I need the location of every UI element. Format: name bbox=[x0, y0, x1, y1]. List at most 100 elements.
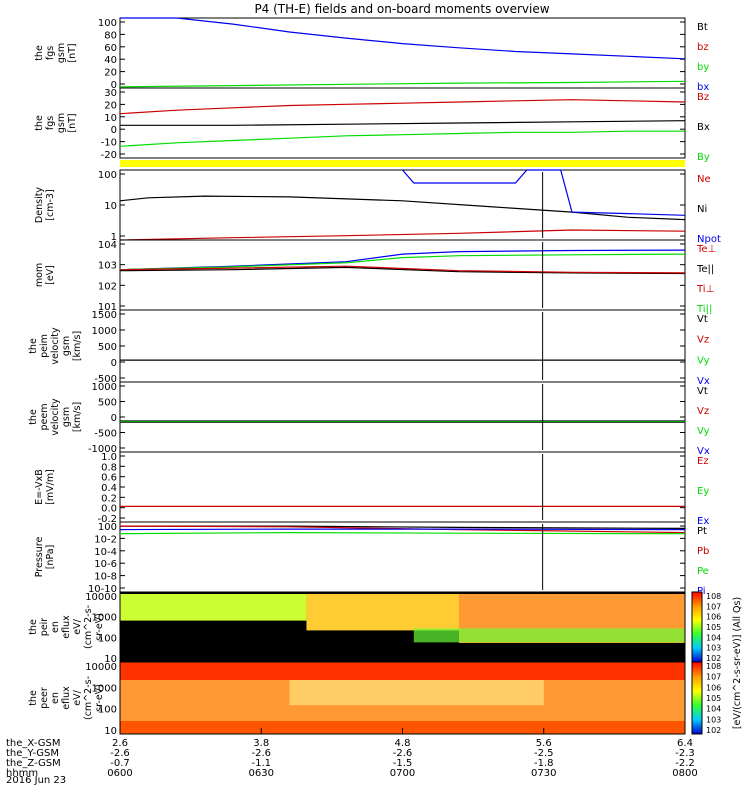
ylabel-line: [nT] bbox=[67, 43, 78, 62]
series-Pi bbox=[119, 528, 686, 531]
tick-label: 0.2 bbox=[101, 493, 117, 504]
ylabel-line: E=-VxB bbox=[34, 469, 45, 504]
ylabel-line: peer bbox=[39, 687, 50, 709]
tick-label: 10 bbox=[104, 654, 117, 665]
legend-entry: By bbox=[697, 152, 710, 163]
axis-row-value: -2.5 bbox=[534, 748, 554, 759]
legend-entry: Ti⊥ bbox=[696, 284, 714, 295]
tick-label: 10-6 bbox=[94, 559, 117, 570]
tick-label: 101 bbox=[98, 302, 117, 313]
tick-label: 100 bbox=[98, 18, 117, 29]
colorbar-tick: 105 bbox=[706, 694, 721, 703]
legend-entry: Bz bbox=[697, 92, 709, 103]
tick-label: -500 bbox=[94, 374, 117, 385]
tick-label: 0 bbox=[111, 80, 117, 91]
legend-entry: Te⊥ bbox=[696, 244, 716, 255]
legend-entry: Ne bbox=[697, 174, 711, 185]
series-Ti⊥ bbox=[119, 253, 686, 271]
legend-entry: Ni bbox=[697, 204, 707, 215]
plot-title: P4 (TH-E) fields and on-board moments ov… bbox=[254, 2, 549, 16]
panel-9: the peir en eflux eV/(cm^2-s-sr-eV) 10000 1000… bbox=[28, 591, 686, 665]
legend-entry: Pb bbox=[697, 546, 709, 557]
tick-label: 10000 bbox=[85, 662, 117, 673]
series-Te⊥ bbox=[119, 265, 686, 274]
ylabel-line: gsm bbox=[61, 336, 72, 356]
axis-row-value: 2.6 bbox=[112, 738, 128, 749]
tick-label: 10-4 bbox=[94, 547, 117, 558]
tick-label: 0 bbox=[111, 125, 117, 136]
tick-label: 100 bbox=[98, 522, 117, 533]
legend-entry: Npot bbox=[697, 234, 721, 245]
panel-10: the peer en eflux eV/(cm^2-s-sr-eV) 10000 1000… bbox=[28, 661, 686, 737]
axis-row-value: 0730 bbox=[531, 768, 556, 779]
tick-label: 40 bbox=[104, 55, 117, 66]
ylabel-line: sr-eV) bbox=[94, 684, 105, 712]
panel-5: the peim velocity gsm [km/s] 1500 1000 500 0 -500… bbox=[28, 309, 710, 387]
ylabel-line: sr-eV) bbox=[94, 613, 105, 641]
series-Ni bbox=[119, 195, 686, 221]
axis-row-value: -2.6 bbox=[110, 748, 130, 759]
panel-frame bbox=[119, 381, 686, 453]
tick-label: 1000 bbox=[92, 683, 117, 694]
tick-label: 102 bbox=[98, 281, 117, 292]
colorbar-tick: 106 bbox=[706, 613, 721, 622]
axis-row-value: 5.6 bbox=[536, 738, 552, 749]
colorbar-strip bbox=[691, 661, 703, 735]
series-Ne bbox=[119, 229, 686, 241]
colorbar-tick: 103 bbox=[706, 715, 721, 724]
axis-row-value: 0800 bbox=[672, 768, 697, 779]
tick-label: 0.8 bbox=[101, 462, 117, 473]
heatmap-band bbox=[120, 594, 307, 621]
tick-label: -20 bbox=[101, 150, 117, 161]
axis-row-value: 6.4 bbox=[677, 738, 693, 749]
colorbar-strip bbox=[691, 591, 703, 663]
ylabel-line: the bbox=[34, 115, 45, 131]
axis-row-value: 0600 bbox=[107, 768, 132, 779]
legend-entry: by bbox=[697, 62, 709, 73]
legend-entry: Vx bbox=[697, 446, 710, 457]
series-Npot bbox=[402, 169, 686, 216]
tick-label: 1500 bbox=[92, 310, 117, 321]
panel-4: mom [eV] 104 103 102 101 Te⊥ Te|| Ti⊥ Ti|| bbox=[34, 239, 716, 315]
ylabel-line: eV/ bbox=[72, 618, 83, 634]
axis-row-value: -2.2 bbox=[675, 758, 695, 769]
tick-label: 500 bbox=[98, 398, 117, 409]
tick-label: 100 bbox=[98, 633, 117, 644]
legend-entry: Te|| bbox=[696, 264, 714, 275]
legend-entry: Vy bbox=[697, 426, 710, 437]
axis-row-value: -2.3 bbox=[675, 748, 695, 759]
ylabel-line: [cm-3] bbox=[45, 189, 56, 220]
series-Bx bbox=[120, 120, 686, 126]
ylabel-line: [mV/m] bbox=[45, 469, 56, 505]
series-Pe bbox=[119, 531, 686, 535]
panel-7: E=-VxB [mV/m] 1.00.80.60.40.20.0-0.2 Ez Ey Ex bbox=[34, 451, 709, 527]
tick-label: 10 bbox=[104, 726, 117, 737]
tick-label: 0.6 bbox=[101, 473, 117, 484]
axis-row-value: -1.5 bbox=[393, 758, 413, 769]
colorbar: 1081071061051041031021081071061051041031… bbox=[691, 591, 743, 735]
legend-entry: Vz bbox=[697, 406, 709, 417]
axis-row-name: hhmm bbox=[6, 768, 38, 779]
colorbar-tick: 107 bbox=[706, 602, 721, 611]
panel-6: the peem velocity gsm [km/s] 1000 500 0 -500 -100… bbox=[28, 381, 710, 457]
colorbar-label: [eV/(cm^2-s-sr-eV)] (All Qs) bbox=[732, 597, 743, 729]
tick-label: -500 bbox=[94, 429, 117, 440]
legend-entry: Ey bbox=[697, 486, 709, 497]
ylabel-line: [km/s] bbox=[72, 402, 83, 432]
axis-row-value: 0700 bbox=[390, 768, 415, 779]
panel-frame bbox=[119, 87, 686, 159]
legend-entry: Vt bbox=[697, 314, 708, 325]
heatmap-band bbox=[289, 680, 544, 706]
ylabel-line: fgs bbox=[45, 46, 56, 60]
ylabel-line: en bbox=[50, 621, 61, 633]
legend-entry: Bt bbox=[697, 22, 708, 33]
tick-label: 10000 bbox=[85, 592, 117, 603]
heatmap-band bbox=[413, 628, 685, 643]
ylabel-line: the bbox=[28, 338, 39, 354]
tick-label: 1.0 bbox=[101, 452, 117, 463]
tick-label: 20 bbox=[104, 100, 117, 111]
